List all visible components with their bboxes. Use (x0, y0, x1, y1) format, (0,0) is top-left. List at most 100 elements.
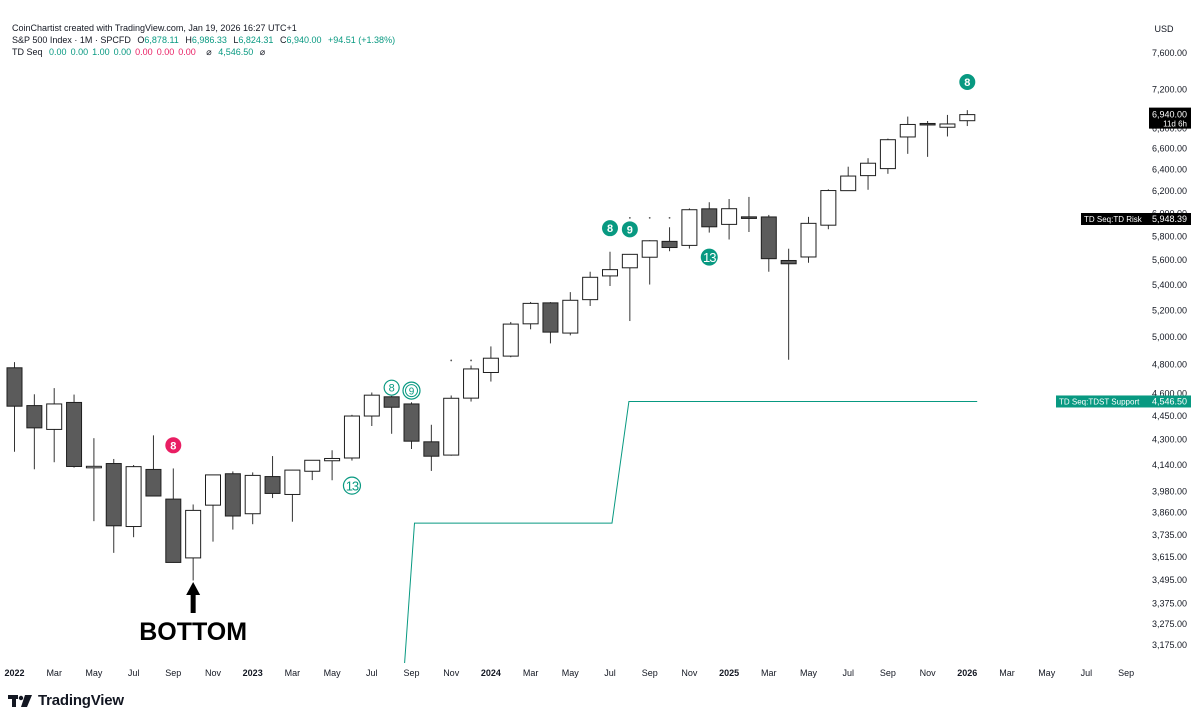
indicator-value: 0.00 (70, 47, 89, 57)
x-tick-label: Jul (128, 668, 140, 678)
candle-body (264, 476, 281, 494)
candle (542, 302, 559, 344)
last-price-countdown: 11d 6h (1163, 120, 1187, 129)
x-tick-label: Nov (681, 668, 698, 678)
candle-body (919, 122, 936, 126)
up-arrow-icon (186, 582, 201, 613)
candle-body (582, 276, 599, 301)
candle (463, 365, 480, 402)
x-tick-label: Sep (165, 668, 181, 678)
td-marker-label: 8 (964, 77, 970, 89)
y-tick-label: 4,600.00 (1152, 389, 1187, 399)
td-risk-dot (668, 216, 671, 219)
x-tick-label: Mar (761, 668, 777, 678)
candle (244, 472, 261, 525)
candle (125, 465, 142, 538)
candle (800, 216, 817, 263)
indicator-dash2-icon: ⌀ (259, 47, 266, 57)
candle-body (165, 498, 182, 563)
y-tick-label: 5,600.00 (1152, 255, 1187, 265)
x-tick-label: 2025 (719, 668, 739, 678)
td-marker-9: 9 (621, 221, 638, 238)
candle-body (621, 253, 638, 269)
candle-body (542, 302, 559, 333)
close-label: C (279, 35, 287, 45)
td-marker-label: 13 (346, 479, 359, 494)
candle-body (443, 397, 460, 456)
time-axis[interactable]: 2022 Mar May Jul Sep Nov 2023 Mar May Jul Sep Nov 20… (4, 668, 1134, 678)
bottom-label: BOTTOM (139, 618, 247, 646)
tdst-support-tag-label: TD Seq:TDST Support (1059, 397, 1140, 406)
candle-body (740, 216, 757, 219)
td-marker-13: 13 (700, 248, 718, 266)
x-tick-label: Nov (443, 668, 460, 678)
candle-body (26, 405, 43, 429)
close-value: 6,940.00 (286, 35, 322, 45)
candle (85, 438, 102, 522)
y-tick-label: 7,600.00 (1152, 48, 1187, 58)
td-marker-circle (383, 379, 400, 396)
indicator-value: 0.00 (178, 47, 196, 57)
candle-body (959, 114, 976, 122)
td-marker-13: 13 (342, 476, 362, 495)
candle (919, 120, 936, 157)
x-tick-label: 2023 (243, 668, 263, 678)
x-tick-label: May (324, 668, 342, 678)
indicator-legend: TD Seq 0.00 0.00 1.00 0.00 0.00 0.00 0.00 ⌀ 4,… (12, 47, 269, 58)
td-risk-tag (1081, 213, 1191, 225)
indicator-name[interactable]: TD Seq (12, 47, 43, 57)
indicator-value: 0.00 (113, 47, 132, 57)
candle (959, 110, 976, 127)
x-tick-label: Sep (642, 668, 658, 678)
candle (562, 292, 579, 336)
candle (621, 253, 638, 322)
candle-body (125, 466, 142, 528)
candle-body (760, 216, 777, 260)
candle (363, 392, 380, 427)
td-marker-8: 8 (165, 437, 182, 454)
candle-body (800, 222, 817, 258)
y-tick-label: 3,375.00 (1152, 599, 1187, 609)
change-value: +94.51 (+1.38%) (328, 35, 396, 45)
candle (66, 394, 83, 468)
symbol-name[interactable]: S&P 500 Index · 1M · SPCFD (12, 35, 131, 45)
candle (343, 414, 360, 461)
candle-body (185, 509, 202, 559)
candle (205, 474, 221, 542)
candle-body (899, 123, 916, 138)
td-marker-label: 8 (389, 383, 395, 395)
low-value: 6,824.31 (238, 35, 274, 45)
candle (423, 424, 440, 471)
indicator-value: 0.00 (49, 47, 67, 57)
td-risk-dot (628, 216, 631, 219)
candle-body (820, 190, 837, 226)
tdst-support-value: 4,546.50 (1152, 396, 1187, 406)
td-marker-label: 8 (170, 440, 176, 452)
y-tick-label: 4,450.00 (1152, 411, 1187, 421)
candle-body (46, 403, 63, 430)
x-tick-label: Jul (842, 668, 854, 678)
last-price-label: 6,940.00 (1152, 110, 1187, 120)
candle (780, 248, 797, 360)
candle-body (939, 123, 956, 128)
x-tick-label: May (1038, 668, 1056, 678)
candle-body (879, 139, 896, 170)
candle-body (482, 357, 499, 373)
low-label: L (233, 35, 239, 45)
td-marker-label: 9 (627, 224, 633, 236)
candle (224, 471, 241, 530)
candle (899, 116, 916, 154)
candle-body (860, 162, 877, 177)
candle-body (780, 259, 797, 265)
td-marker-label: 9 (409, 387, 415, 398)
y-tick-label: 3,175.00 (1152, 640, 1187, 650)
candle (740, 196, 757, 233)
tradingview-logo[interactable]: TradingView (8, 692, 124, 709)
td-marker-circle (959, 73, 976, 90)
candle (304, 459, 321, 481)
candle (6, 362, 23, 452)
candle (443, 395, 460, 456)
currency-label: USD (1154, 24, 1174, 34)
y-tick-label: 5,200.00 (1152, 305, 1187, 315)
